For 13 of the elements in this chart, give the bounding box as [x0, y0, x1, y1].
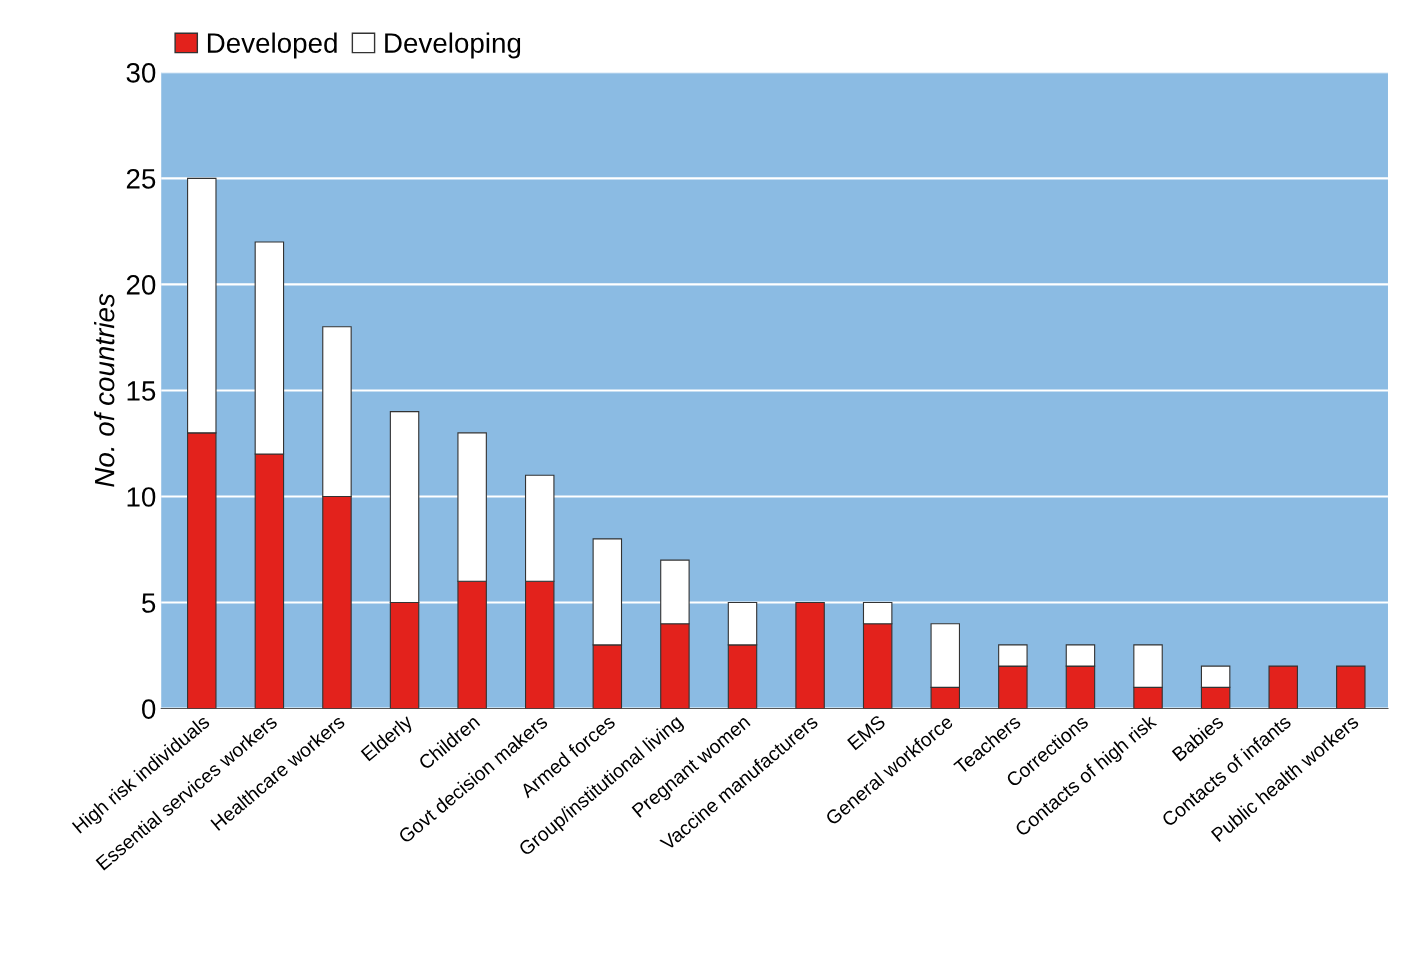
- y-tick-label: 0: [142, 699, 156, 719]
- y-tick-label: 30: [126, 62, 156, 83]
- bar: [795, 601, 825, 709]
- y-tick-label: 5: [142, 593, 156, 613]
- y-tick-label: 15: [127, 381, 156, 401]
- bar: [1268, 665, 1298, 709]
- y-axis-title: No. of countries: [94, 293, 115, 487]
- legend-label: Developed: [207, 32, 337, 59]
- y-tick-label: 10: [127, 487, 156, 507]
- y-tick-label: 25: [126, 169, 156, 189]
- bar: [1336, 665, 1366, 709]
- legend-label: Developing: [385, 32, 521, 59]
- y-tick-label: 20: [126, 275, 156, 295]
